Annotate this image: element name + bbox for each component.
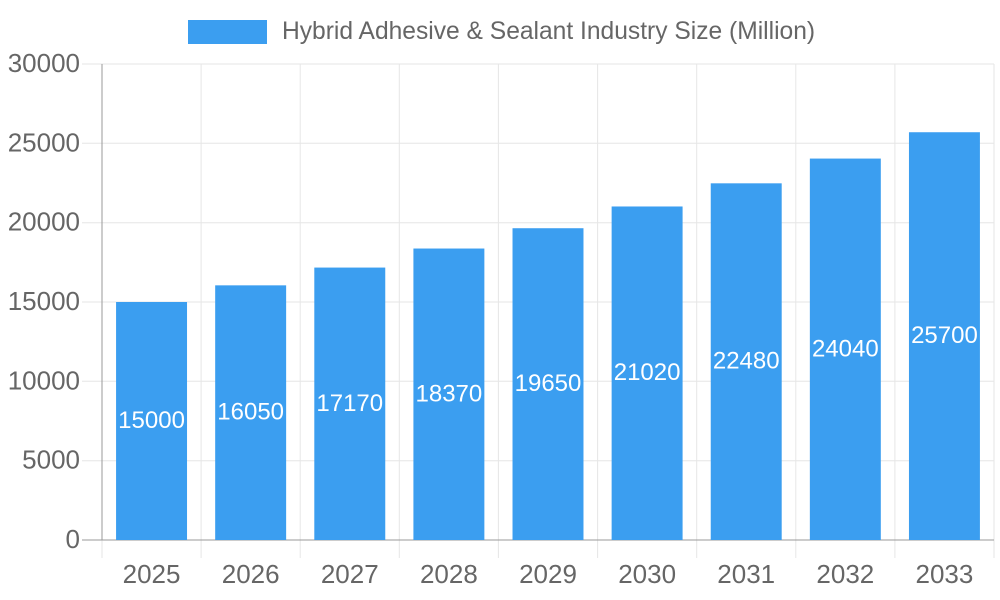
svg-text:5000: 5000: [22, 445, 80, 475]
svg-text:20000: 20000: [8, 207, 80, 237]
svg-text:2030: 2030: [618, 559, 676, 589]
svg-text:15000: 15000: [8, 286, 80, 316]
svg-text:17170: 17170: [316, 390, 383, 417]
svg-text:2032: 2032: [816, 559, 874, 589]
svg-text:2033: 2033: [916, 559, 974, 589]
svg-text:2027: 2027: [321, 559, 379, 589]
svg-text:25700: 25700: [911, 322, 978, 349]
svg-text:2029: 2029: [519, 559, 577, 589]
svg-text:21020: 21020: [614, 359, 681, 386]
svg-text:2026: 2026: [222, 559, 280, 589]
svg-text:18370: 18370: [416, 380, 483, 407]
svg-text:10000: 10000: [8, 365, 80, 395]
svg-text:16050: 16050: [217, 399, 284, 426]
svg-text:25000: 25000: [8, 127, 80, 157]
svg-text:15000: 15000: [118, 407, 185, 434]
svg-text:19650: 19650: [515, 370, 582, 397]
svg-text:2031: 2031: [717, 559, 775, 589]
svg-text:0: 0: [66, 524, 80, 554]
svg-text:22480: 22480: [713, 348, 780, 375]
svg-text:30000: 30000: [8, 48, 80, 78]
svg-text:2028: 2028: [420, 559, 478, 589]
svg-text:24040: 24040: [812, 335, 879, 362]
svg-text:2025: 2025: [123, 559, 181, 589]
